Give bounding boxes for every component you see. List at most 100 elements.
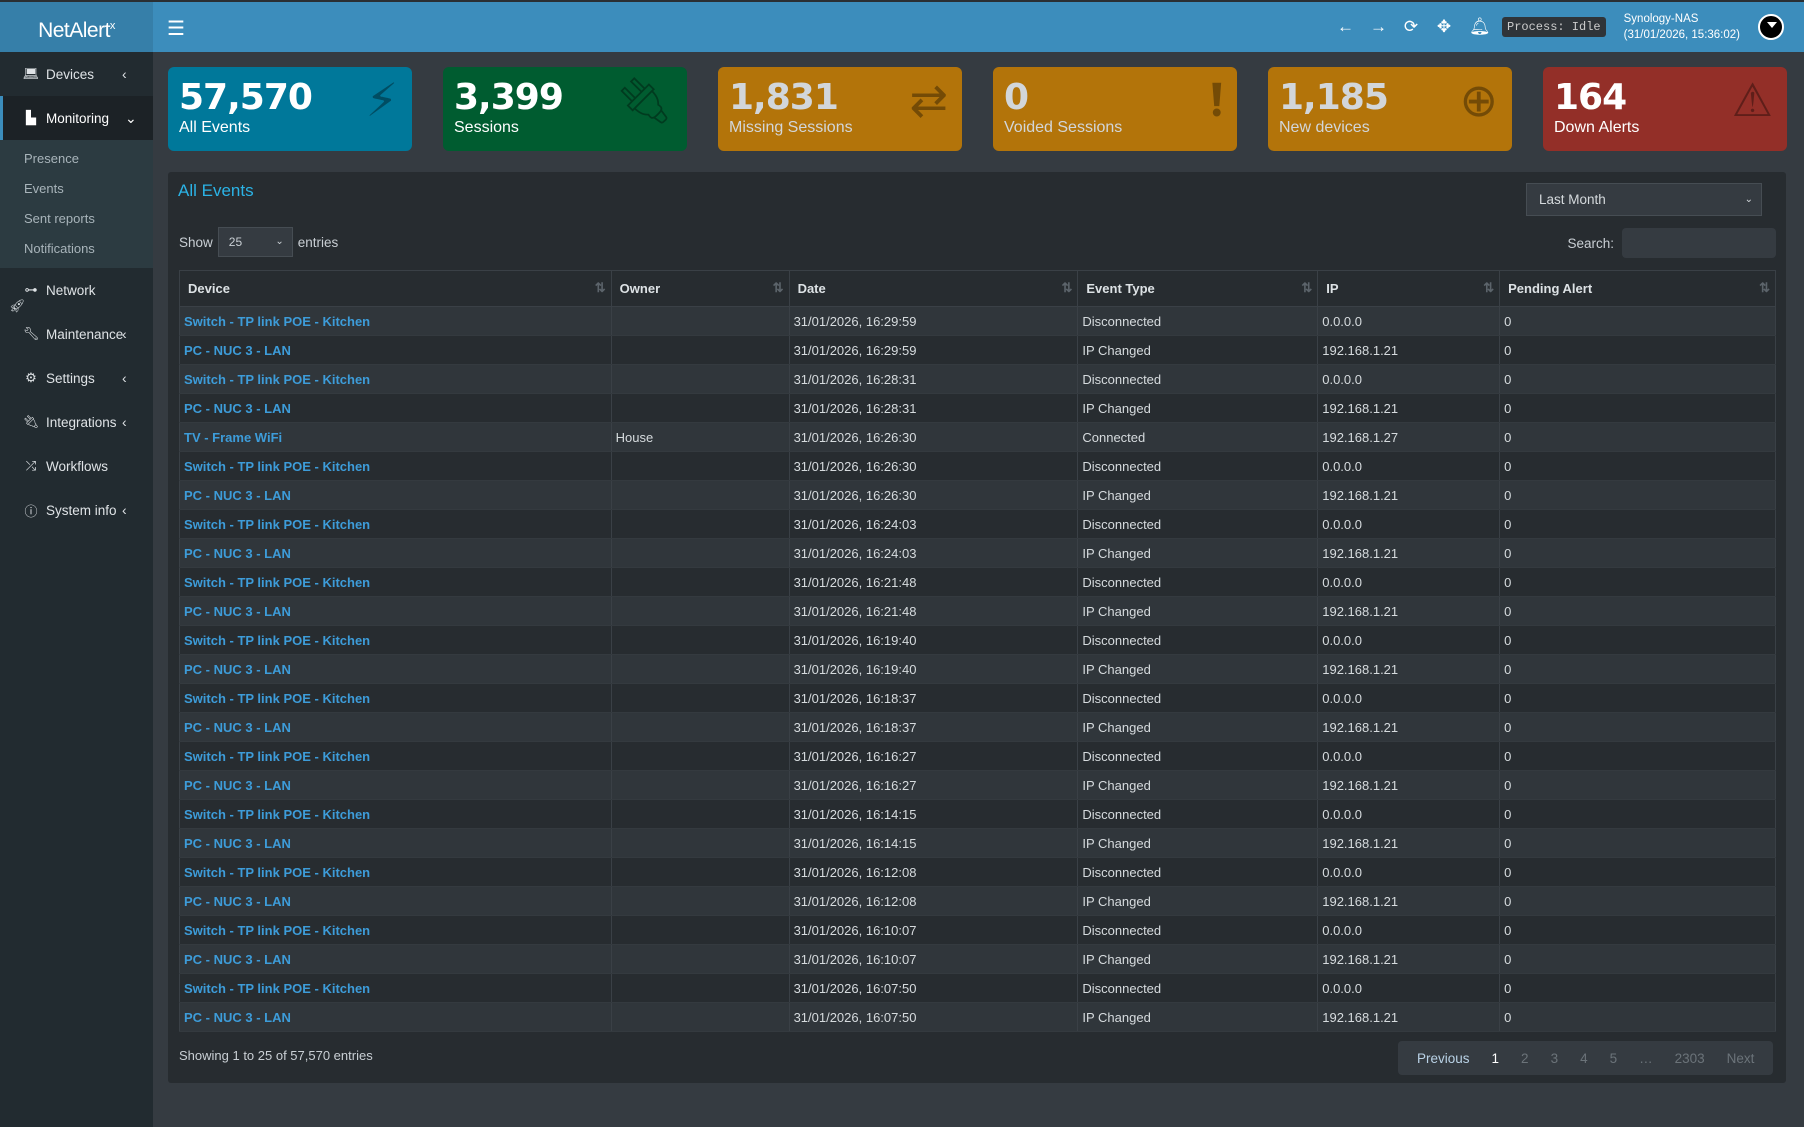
cell-pending-alert: 0: [1499, 683, 1776, 713]
page-button-5[interactable]: 5: [1609, 1050, 1618, 1066]
device-link[interactable]: Switch - TP link POE - Kitchen: [184, 632, 371, 648]
next-button[interactable]: Next: [1726, 1050, 1755, 1066]
cell-owner: [610, 944, 790, 974]
bolt-icon: ⚡︎: [365, 74, 398, 126]
device-link[interactable]: PC - NUC 3 - LAN: [184, 603, 291, 619]
device-link[interactable]: PC - NUC 3 - LAN: [184, 893, 291, 909]
logo-sup: x: [109, 20, 116, 32]
cell-ip: 192.168.1.21: [1317, 944, 1501, 974]
process-status: Process: Idle: [1502, 17, 1606, 37]
sidebar-item-system-info[interactable]: ⓘ System info ‹: [0, 488, 153, 532]
device-link[interactable]: Switch - TP link POE - Kitchen: [184, 574, 371, 590]
submenu-item-sent-reports[interactable]: Sent reports: [24, 211, 95, 226]
sidebar-item-devices[interactable]: 💻︎ Devices ‹: [0, 52, 153, 96]
device-link[interactable]: Switch - TP link POE - Kitchen: [184, 806, 371, 822]
stat-box-new-devices[interactable]: 1,185 New devices ⊕: [1268, 67, 1512, 151]
device-link[interactable]: Switch - TP link POE - Kitchen: [184, 690, 371, 706]
device-link[interactable]: Switch - TP link POE - Kitchen: [184, 371, 371, 387]
page-button-4[interactable]: 4: [1580, 1050, 1588, 1066]
column-header-ip[interactable]: IP ⇅: [1317, 270, 1501, 307]
stat-label: Voided Sessions: [1004, 119, 1123, 136]
stat-box-down-alerts[interactable]: 164 Down Alerts ⚠︎: [1543, 67, 1787, 151]
device-link[interactable]: Switch - TP link POE - Kitchen: [184, 980, 371, 996]
back-arrow-icon[interactable]: ←: [1337, 17, 1354, 36]
previous-button[interactable]: Previous: [1417, 1050, 1470, 1066]
user-avatar[interactable]: [1758, 14, 1784, 40]
table-row: PC - NUC 3 - LAN 31/01/2026, 16:19:40 IP C…: [179, 654, 1776, 684]
menu-toggle-icon[interactable]: ☰: [167, 18, 185, 40]
forward-arrow-icon[interactable]: →: [1370, 17, 1387, 36]
rocket-icon[interactable]: 🚀︎: [9, 298, 26, 313]
device-link[interactable]: PC - NUC 3 - LAN: [184, 487, 291, 503]
submenu-item-notifications[interactable]: Notifications: [24, 241, 95, 256]
cell-pending-alert: 0: [1499, 596, 1776, 626]
cell-event-type: IP Changed: [1077, 654, 1319, 684]
chevron-left-icon: ‹: [122, 502, 127, 518]
sort-icon: ⇅: [1301, 280, 1312, 295]
sidebar-item-network[interactable]: ⊶ Network: [0, 268, 153, 312]
device-link[interactable]: PC - NUC 3 - LAN: [184, 951, 291, 967]
page-button-1[interactable]: 1: [1491, 1050, 1500, 1066]
page-button-2[interactable]: 2: [1521, 1050, 1529, 1066]
table-row: Switch - TP link POE - Kitchen 31/01/2026…: [179, 364, 1776, 394]
sidebar-item-monitoring[interactable]: ▙ Monitoring ⌄: [0, 96, 153, 140]
column-header-event-type[interactable]: Event Type ⇅: [1077, 270, 1319, 307]
column-header-owner[interactable]: Owner ⇅: [610, 270, 790, 307]
bell-icon[interactable]: 🔔︎: [1469, 17, 1491, 36]
sidebar-item-workflows[interactable]: ⤮ Workflows: [0, 444, 153, 488]
sidebar-item-maintenance[interactable]: 🔧︎ Maintenance ‹: [0, 312, 153, 356]
logo[interactable]: NetAlertx: [0, 2, 153, 52]
cell-event-type: Connected: [1077, 422, 1319, 452]
move-arrows-icon[interactable]: ✥: [1436, 17, 1452, 36]
device-link[interactable]: Switch - TP link POE - Kitchen: [184, 313, 371, 329]
submenu-item-events[interactable]: Events: [24, 181, 64, 196]
period-select[interactable]: Last Month ⌄: [1526, 183, 1762, 216]
sidebar-item-integrations[interactable]: 🔌︎ Integrations ‹: [0, 400, 153, 444]
host-datetime: (31/01/2026, 15:36:02): [1623, 29, 1740, 41]
device-link[interactable]: PC - NUC 3 - LAN: [184, 342, 291, 358]
refresh-icon[interactable]: ⟳: [1403, 17, 1419, 36]
cell-pending-alert: 0: [1499, 335, 1776, 365]
submenu-item-presence[interactable]: Presence: [24, 151, 79, 166]
stat-box-all-events[interactable]: 57,570 All Events ⚡︎: [168, 67, 412, 151]
gear-icon: ⚙: [25, 370, 37, 385]
chevron-down-icon: ⌄: [125, 109, 137, 126]
device-link[interactable]: PC - NUC 3 - LAN: [184, 719, 291, 735]
device-link[interactable]: Switch - TP link POE - Kitchen: [184, 864, 371, 880]
page-button-3[interactable]: 3: [1550, 1050, 1559, 1066]
cell-event-type: IP Changed: [1077, 1002, 1319, 1032]
cell-owner: [610, 364, 790, 394]
cell-ip: 0.0.0.0: [1317, 567, 1501, 597]
sitemap-icon: ⊶: [24, 282, 38, 297]
device-link[interactable]: PC - NUC 3 - LAN: [184, 545, 291, 561]
stat-box-sessions[interactable]: 3,399 Sessions 🔌︎: [443, 67, 687, 151]
device-link[interactable]: Switch - TP link POE - Kitchen: [184, 516, 371, 532]
cell-date: 31/01/2026, 16:14:15: [788, 799, 1079, 829]
cell-event-type: Disconnected: [1077, 799, 1319, 829]
device-link[interactable]: PC - NUC 3 - LAN: [184, 835, 291, 851]
stat-box-voided-sessions[interactable]: 0 Voided Sessions ❗︎: [993, 67, 1237, 151]
entries-select[interactable]: 25 ⌄: [217, 227, 293, 257]
device-link[interactable]: PC - NUC 3 - LAN: [184, 1009, 291, 1025]
column-header-date[interactable]: Date ⇅: [788, 270, 1079, 307]
table-row: PC - NUC 3 - LAN 31/01/2026, 16:10:07 IP C…: [179, 944, 1776, 974]
table-row: PC - NUC 3 - LAN 31/01/2026, 16:12:08 IP C…: [179, 886, 1776, 916]
device-link[interactable]: Switch - TP link POE - Kitchen: [184, 922, 371, 938]
cell-pending-alert: 0: [1499, 712, 1776, 742]
device-link[interactable]: TV - Frame WiFi: [184, 429, 283, 445]
column-header-device[interactable]: Device ⇅: [179, 270, 612, 307]
device-link[interactable]: Switch - TP link POE - Kitchen: [184, 458, 371, 474]
search-input[interactable]: [1622, 228, 1776, 258]
cell-device: PC - NUC 3 - LAN: [179, 770, 612, 800]
page-button-2303[interactable]: 2303: [1674, 1050, 1705, 1066]
cell-pending-alert: 0: [1499, 944, 1776, 974]
stat-box-missing-sessions[interactable]: 1,831 Missing Sessions ⇄: [718, 67, 962, 151]
warning-icon: ⚠︎: [1731, 74, 1773, 126]
column-header-pending-alert[interactable]: Pending Alert ⇅: [1499, 270, 1776, 307]
sidebar-item-settings[interactable]: ⚙ Settings ‹: [0, 356, 153, 400]
device-link[interactable]: PC - NUC 3 - LAN: [184, 661, 291, 677]
table-row: Switch - TP link POE - Kitchen 31/01/2026…: [179, 915, 1776, 945]
device-link[interactable]: PC - NUC 3 - LAN: [184, 777, 291, 793]
device-link[interactable]: PC - NUC 3 - LAN: [184, 400, 291, 416]
device-link[interactable]: Switch - TP link POE - Kitchen: [184, 748, 371, 764]
